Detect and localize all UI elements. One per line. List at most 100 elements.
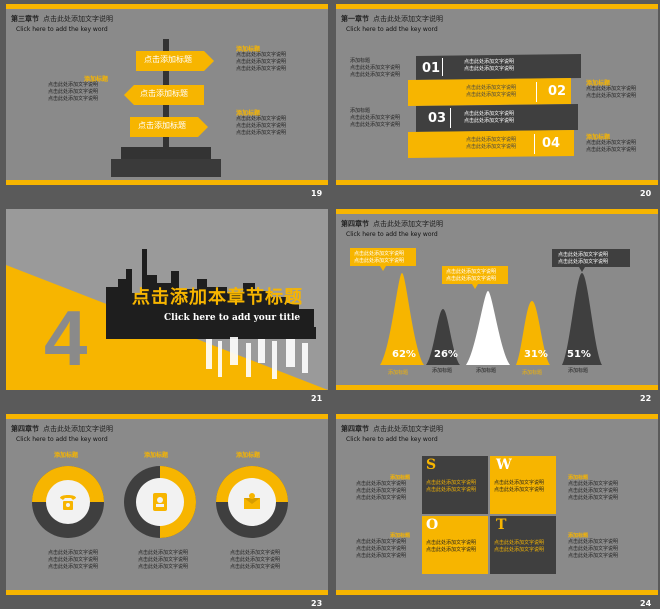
slide-22[interactable]: 第四章节 点击此处添加文字说明 Click here to add the key…: [336, 209, 658, 390]
col-1-title: 添加标题: [54, 452, 79, 459]
side-line: 点击此处添加文字说明: [568, 495, 619, 501]
key-word-hint: Click here to add the key word: [16, 26, 108, 33]
band-line: 点击此处添加文字说明: [466, 144, 517, 150]
slide-21[interactable]: 4 点击添加本章节标题 Click here to add your title: [6, 209, 328, 390]
callout-line: 点击此处添加文字说明: [558, 259, 609, 265]
callout-line: 点击此处添加文字说明: [558, 252, 609, 258]
right-line: 点击此处添加文字说明: [236, 116, 287, 122]
page-number-20: 20: [640, 189, 652, 198]
chapter-number: 4: [44, 294, 88, 382]
step-03: 03: [428, 111, 447, 126]
pct-label: 26%: [434, 349, 458, 360]
city-skyline-graphic: [6, 249, 328, 390]
page-number-21: 21: [311, 394, 323, 403]
col-3-line: 点击此处添加文字说明: [230, 564, 281, 570]
step-04: 04: [542, 136, 561, 151]
right-title-1: 添加标题: [236, 46, 261, 53]
spike-chart: [350, 248, 630, 365]
col-2-line: 点击此处添加文字说明: [138, 550, 189, 556]
spike-label: 添加标题: [476, 368, 497, 374]
side-line: 点击此处添加文字说明: [356, 546, 407, 552]
side-title-br: 添加标题: [568, 533, 589, 539]
key-word-hint: Click here to add the key word: [346, 436, 438, 443]
band-line: 点击此处添加文字说明: [464, 111, 515, 117]
col-1-line: 点击此处添加文字说明: [48, 550, 99, 556]
step-02: 02: [548, 84, 567, 99]
side-line: 点击此处添加文字说明: [356, 488, 407, 494]
left-line: 点击此处添加文字说明: [48, 96, 99, 102]
right-title-2: 添加标题: [586, 134, 611, 141]
col-3-line: 点击此处添加文字说明: [230, 550, 281, 556]
callout-line: 点击此处添加文字说明: [354, 251, 405, 257]
slide-24[interactable]: 第四章节 点击此处添加文字说明 Click here to add the key…: [336, 414, 658, 595]
side-line: 点击此处添加文字说明: [356, 481, 407, 487]
chapter-subtitle: Click here to add your title: [164, 313, 301, 323]
band-line: 点击此处添加文字说明: [464, 66, 515, 72]
spike-label: 添加标题: [568, 368, 589, 374]
left-line: 点击此处添加文字说明: [48, 82, 99, 88]
quad-line: 点击此处添加文字说明: [494, 480, 545, 486]
signpost-illustration: [111, 39, 221, 177]
spike-label: 添加标题: [522, 370, 543, 376]
band-line: 点击此处添加文字说明: [464, 59, 515, 65]
side-line: 点击此处添加文字说明: [568, 481, 619, 487]
quad-line: 点击此处添加文字说明: [426, 540, 477, 546]
col-3-title: 添加标题: [236, 452, 261, 459]
swot-letter-s: S: [426, 457, 437, 473]
spike-label: 添加标题: [388, 370, 409, 376]
right-line: 点击此处添加文字说明: [236, 130, 287, 136]
bottom-accent-bar: [6, 180, 328, 185]
top-accent-bar: [336, 414, 658, 419]
quad-line: 点击此处添加文字说明: [494, 547, 545, 553]
side-line: 点击此处添加文字说明: [568, 553, 619, 559]
side-line: 点击此处添加文字说明: [568, 488, 619, 494]
right-line: 点击此处添加文字说明: [586, 86, 637, 92]
slide-19[interactable]: 第三章节 点击此处添加文字说明 Click here to add the key…: [6, 4, 328, 185]
bottom-accent-bar: [336, 180, 658, 185]
key-word-hint: Click here to add the key word: [346, 231, 438, 238]
quad-line: 点击此处添加文字说明: [426, 547, 477, 553]
right-line: 点击此处添加文字说明: [586, 140, 637, 146]
band-line: 点击此处添加文字说明: [464, 118, 515, 124]
step-01: 01: [422, 61, 441, 76]
top-accent-bar: [6, 4, 328, 9]
top-accent-bar: [6, 414, 328, 419]
band-line: 点击此处添加文字说明: [466, 85, 517, 91]
side-line: 点击此处添加文字说明: [568, 539, 619, 545]
left-line: 点击此处添加文字说明: [350, 65, 401, 71]
swot-letter-w: W: [496, 457, 512, 473]
top-accent-bar: [336, 209, 658, 214]
side-title-bl: 添加标题: [390, 533, 411, 539]
left-title-2: 添加标题: [350, 108, 371, 114]
right-title-2: 添加标题: [236, 110, 261, 117]
bottom-accent-bar: [336, 385, 658, 390]
swot-t-quad: [490, 516, 556, 574]
col-2-line: 点击此处添加文字说明: [138, 557, 189, 563]
swot-letter-o: O: [426, 517, 439, 533]
left-line: 点击此处添加文字说明: [350, 122, 401, 128]
side-line: 点击此处添加文字说明: [356, 539, 407, 545]
right-line: 点击此处添加文字说明: [586, 93, 637, 99]
phone-icon: [60, 495, 76, 510]
key-word-hint: Click here to add the key word: [16, 436, 108, 443]
slide-23[interactable]: 第四章节 点击此处添加文字说明 Click here to add the key…: [6, 414, 328, 595]
right-line: 点击此处添加文字说明: [236, 52, 287, 58]
slide-20[interactable]: 第一章节 点击此处添加文字说明 Click here to add the key…: [336, 4, 658, 185]
page-number-24: 24: [640, 599, 652, 608]
key-word-hint: Click here to add the key word: [346, 26, 438, 33]
side-title-tr: 添加标题: [568, 475, 589, 481]
swot-letter-t: T: [496, 517, 507, 533]
side-line: 点击此处添加文字说明: [356, 553, 407, 559]
col-1-line: 点击此处添加文字说明: [48, 564, 99, 570]
contacts-book-icon: [153, 493, 167, 511]
mail-icon: [244, 493, 260, 509]
ribbon-steps: [408, 54, 581, 158]
left-line: 点击此处添加文字说明: [48, 89, 99, 95]
swot-o-quad: [422, 516, 488, 574]
page-number-19: 19: [311, 189, 323, 198]
page-number-23: 23: [311, 599, 323, 608]
col-3-line: 点击此处添加文字说明: [230, 557, 281, 563]
section-title: 第一章节 点击此处添加文字说明: [341, 15, 443, 23]
callout-line: 点击此处添加文字说明: [446, 276, 497, 282]
left-title: 添加标题: [84, 76, 109, 83]
